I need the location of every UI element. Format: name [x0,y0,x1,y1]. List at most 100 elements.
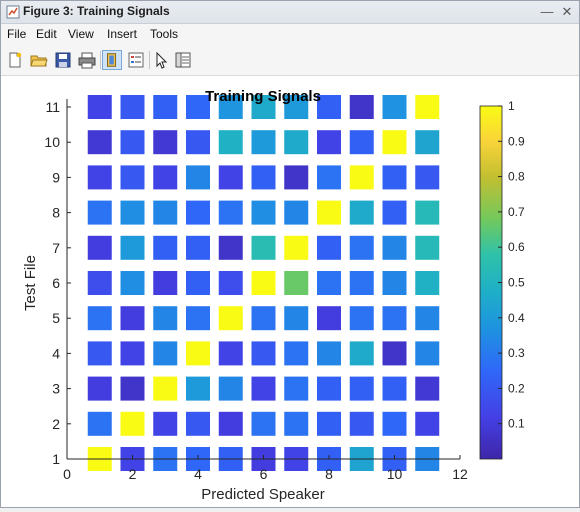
x-tick-label: 4 [194,466,202,482]
menu-tools[interactable]: Tools [150,27,179,41]
heatmap-cell [317,200,341,225]
property-editor-icon[interactable] [173,50,193,70]
heatmap-cell [317,271,341,295]
x-tick-label: 8 [325,466,333,482]
new-figure-icon[interactable] [5,50,25,70]
title-bar[interactable]: Figure 3: Training Signals — ✕ [1,1,579,24]
heatmap-cell [349,200,374,225]
x-tick-label: 10 [387,466,403,482]
open-file-icon[interactable] [29,50,49,70]
x-tick-label: 6 [260,466,268,482]
chart-title: Training Signals [205,88,321,105]
colorbar-tick-label: 0.6 [508,240,525,254]
colorbar-tick-label: 0.3 [508,346,525,360]
heatmap-cell [284,200,309,225]
heatmap-cell [153,376,178,401]
heatmap-cell [415,376,440,401]
heatmap-cell [382,95,407,119]
y-axis-label: Test File [22,255,39,311]
y-tick-label: 2 [52,416,60,432]
heatmap-cell [284,411,309,436]
heatmap-cell [218,235,243,260]
heatmap-cell [349,235,374,260]
heatmap-cell [186,130,210,155]
heatmap-cell [317,306,341,331]
colorbar-tick-label: 0.9 [508,134,525,148]
heatmap-cell [415,306,440,331]
heatmap-cell [251,376,276,401]
insert-legend-icon[interactable] [126,50,146,70]
heatmap-cell [284,165,309,190]
heatmap-cell [349,130,374,155]
heatmap-cell [251,341,276,366]
heatmap-cell [349,341,374,366]
heatmap-cell [218,341,243,366]
y-tick-label: 7 [52,240,60,256]
heatmap-cell [120,130,145,155]
heatmap-cell [382,306,407,331]
minimize-button[interactable]: — [540,4,554,19]
heatmap-cell [382,341,407,366]
y-tick-label: 3 [52,381,60,397]
heatmap-cell [153,271,178,295]
heatmap-cell [382,200,407,225]
heatmap-cell [186,306,210,331]
heatmap-cell [382,411,407,436]
heatmap-cell [186,95,210,119]
toolbar [1,45,579,76]
heatmap-cell [218,130,243,155]
heatmap-cell [153,95,178,119]
heatmap-cell [251,165,276,190]
print-icon[interactable] [77,50,97,70]
heatmap-cell [251,200,276,225]
menu-view[interactable]: View [68,27,94,41]
colorbar-tick-label: 0.8 [508,170,525,184]
heatmap-cell [153,130,178,155]
heatmap-cell [284,271,309,295]
colorbar-tick-label: 1 [508,99,515,113]
menu-insert[interactable]: Insert [107,27,138,41]
heatmap-cell [87,271,112,295]
menu-file[interactable]: File [7,27,27,41]
y-tick-label: 11 [45,99,60,115]
colorbar-tick-label: 0.5 [508,276,525,290]
heatmap-cell [317,130,341,155]
x-tick-label: 0 [63,466,71,482]
heatmap-cell [349,306,374,331]
heatmap-cell [120,306,145,331]
heatmap-cell [120,235,145,260]
heatmap-cell [120,165,145,190]
heatmap-cell [251,411,276,436]
heatmap-cell [218,200,243,225]
heatmap-cell [153,200,178,225]
y-tick-label: 8 [52,205,60,221]
heatmap-cell [186,200,210,225]
heatmap-cell [87,200,112,225]
heatmap-cell [186,165,210,190]
heatmap-cell [382,271,407,295]
heatmap-cell [87,306,112,331]
link-plot-icon[interactable] [102,50,122,70]
matlab-figure-icon [6,5,20,19]
heatmap-cell [317,411,341,436]
pointer-icon[interactable] [151,50,171,70]
save-icon[interactable] [53,50,73,70]
y-tick-label: 4 [52,345,60,361]
heatmap-cell [284,95,309,119]
heatmap-cell [120,376,145,401]
menu-edit[interactable]: Edit [36,27,57,41]
heatmap-cell [382,130,407,155]
heatmap-cell [415,95,440,119]
heatmap-cell [153,411,178,436]
heatmap-cell [415,165,440,190]
heatmap-cell [251,306,276,331]
heatmap-cell [120,95,145,119]
heatmap-cell [120,271,145,295]
heatmap-cell [382,235,407,260]
y-tick-label: 5 [52,310,60,326]
close-button[interactable]: ✕ [561,4,573,19]
menu-bar: File Edit View Insert Tools [1,24,579,45]
heatmap-cell [415,341,440,366]
